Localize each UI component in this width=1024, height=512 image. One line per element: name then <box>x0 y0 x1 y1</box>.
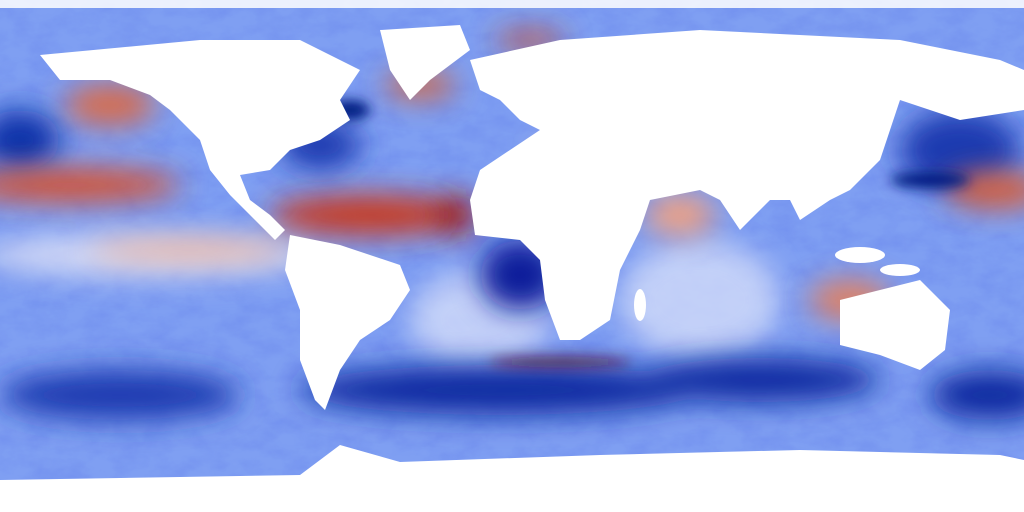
cold-anomalies <box>0 110 1024 420</box>
australia <box>840 280 950 370</box>
dark-streaks <box>330 100 970 368</box>
north-america <box>40 40 360 240</box>
north-edge <box>0 0 1024 8</box>
greenland <box>380 25 470 100</box>
warm-anomalies <box>0 32 1024 320</box>
eurasia-africa <box>470 30 1024 340</box>
south-america <box>285 235 410 410</box>
island <box>835 247 885 263</box>
island <box>634 289 646 321</box>
island <box>880 264 920 276</box>
antarctica <box>0 445 1024 512</box>
